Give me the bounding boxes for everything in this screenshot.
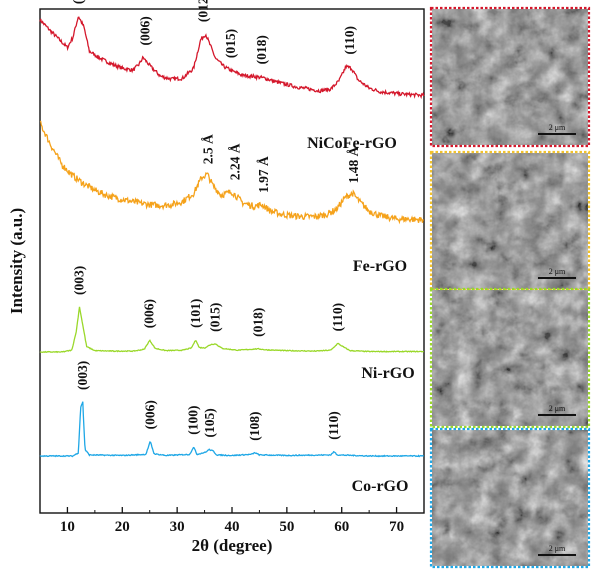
peak-label: (105) (202, 408, 217, 437)
series-tag: Fe-rGO (353, 258, 407, 275)
peak-label: (018) (254, 35, 269, 64)
peak-label: (015) (208, 303, 223, 332)
series-nicofe-rgo: (003) (006) (012) (015) (018) (110) NiCoFe-rGO (39, 0, 425, 152)
peak-label: (006) (142, 299, 157, 328)
sem-images: 2 μm 2 μm 2 μm 2 μm (429, 6, 591, 569)
x-axis-label: 2θ (degree) (192, 536, 273, 555)
series-ni-rgo: (003) (006) (101) (015) (018) (110) Ni-rGO (39, 266, 424, 382)
sem-micrograph (432, 9, 588, 145)
series-tag: NiCoFe-rGO (307, 135, 397, 152)
peak-label: 1.48 Å (346, 146, 361, 183)
peak-label: (110) (326, 411, 341, 440)
peak-label: (003) (75, 361, 90, 390)
series-line (39, 120, 424, 225)
peak-label: (108) (247, 412, 262, 441)
sem-micrograph (432, 153, 588, 289)
scale-bar-label: 2 μm (549, 267, 566, 276)
peak-label: (101) (188, 299, 203, 328)
sem-dotted-border (429, 287, 591, 429)
y-axis-label: Intensity (a.u.) (7, 208, 26, 314)
sem-panel-co-rgo: 2 μm (429, 427, 591, 569)
sem-panel-fe-rgo: 2 μm (429, 150, 591, 292)
x-tick-label: 30 (170, 519, 185, 535)
scale-bar-label: 2 μm (549, 544, 566, 553)
peak-label: (015) (223, 29, 238, 58)
sem-micrograph (432, 290, 588, 426)
x-tick-label: 40 (225, 519, 240, 535)
x-tick-label: 10 (60, 519, 75, 535)
x-tick-label: 50 (279, 519, 294, 535)
peak-label: (006) (137, 16, 152, 45)
series-fe-rgo: 2.5 Å 2.24 Å 1.97 Å 1.48 Å Fe-rGO (39, 120, 424, 275)
peak-label: (003) (72, 266, 87, 295)
series-line (39, 401, 424, 458)
peak-label: (012) (196, 0, 211, 22)
series-tag: Co-rGO (352, 478, 409, 495)
series-co-rgo: (003) (006) (100) (105) (108) (110) Co-rGO (39, 361, 424, 495)
xrd-chart: (003) (006) (012) (015) (018) (110) NiCoFe-rGO… (7, 0, 425, 555)
sem-panel-nicofe-rgo: 2 μm (429, 6, 591, 148)
peak-label: 1.97 Å (256, 156, 271, 193)
series-line (39, 16, 425, 100)
peak-label: (100) (186, 406, 201, 435)
series-layer: (003) (006) (012) (015) (018) (110) NiCoFe-rGO… (39, 0, 425, 495)
sem-dotted-border (429, 6, 591, 148)
sem-micrograph (432, 430, 588, 566)
x-tick-label: 20 (115, 519, 130, 535)
x-tick-label: 60 (334, 519, 349, 535)
peak-label: (006) (142, 400, 157, 429)
peak-label: (110) (330, 303, 345, 332)
sem-dotted-border (429, 427, 591, 569)
peak-label: (018) (250, 308, 265, 337)
peak-label: 2.24 Å (227, 143, 242, 180)
x-tick-label: 70 (389, 519, 404, 535)
x-axis-ticks: 10 20 30 40 50 60 70 (39, 507, 425, 535)
series-tag: Ni-rGO (361, 365, 414, 382)
scale-bar-label: 2 μm (549, 123, 566, 132)
peak-label: 2.5 Å (200, 134, 215, 164)
peak-label: (110) (342, 26, 357, 55)
peak-label: (003) (70, 0, 85, 4)
series-line (39, 306, 424, 354)
sem-panel-ni-rgo: 2 μm (429, 287, 591, 429)
scale-bar-label: 2 μm (549, 404, 566, 413)
